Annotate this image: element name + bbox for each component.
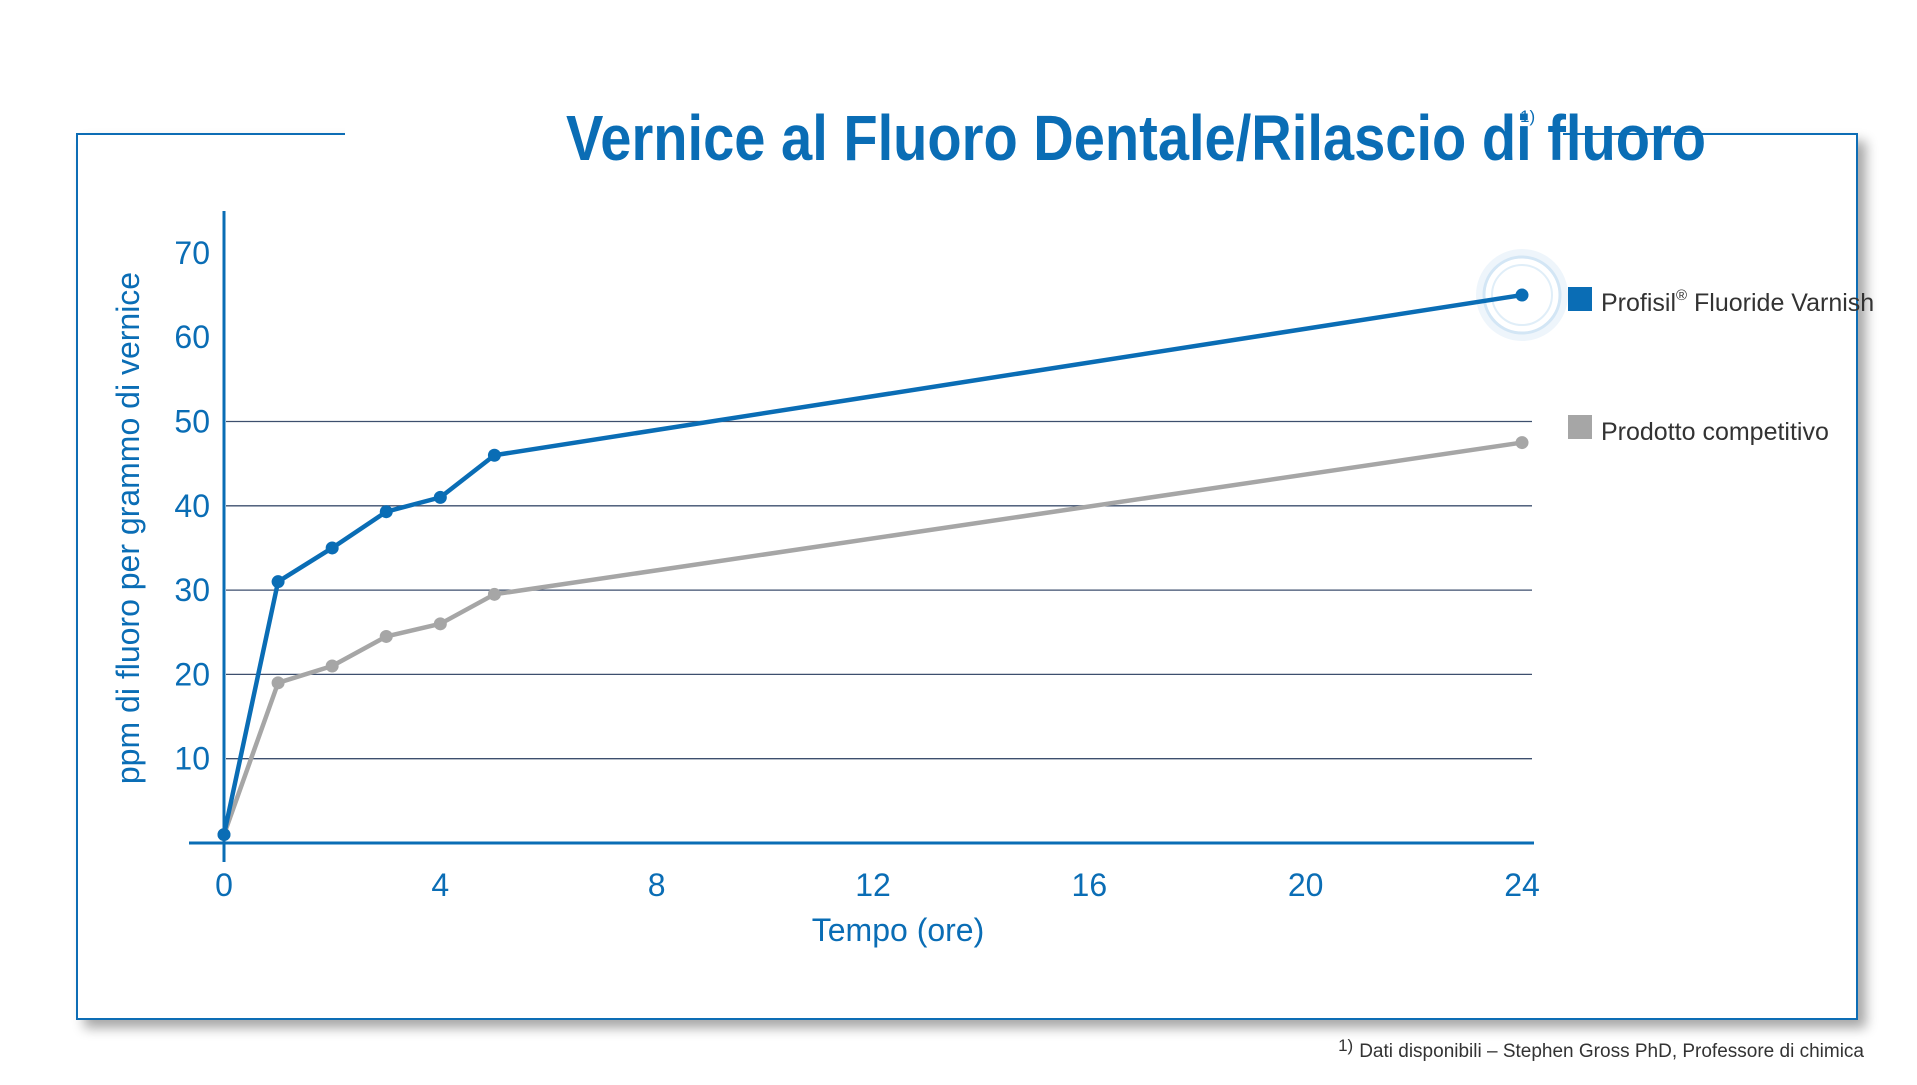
series-lines [217, 288, 1529, 842]
y-tick-label-60: 60 [174, 319, 210, 355]
data-point-profisil-2 [325, 541, 339, 555]
axes [189, 211, 1534, 862]
footnote: 1) Dati disponibili – Stephen Gross PhD, … [1338, 1036, 1864, 1062]
y-tick-label-10: 10 [174, 741, 210, 777]
title-footnote-marker: 1) [1520, 107, 1535, 126]
x-axis-label: Tempo (ore) [812, 912, 985, 948]
data-point-prodotto-competitivo-5 [487, 587, 501, 601]
chart-title: Vernice al Fluoro Dentale/Rilascio di fl… [566, 102, 1706, 174]
x-tick-label-0: 0 [215, 867, 233, 903]
footnote-marker: 1) [1338, 1036, 1353, 1055]
data-point-profisil-5 [487, 448, 501, 462]
data-point-profisil-0 [217, 828, 231, 842]
y-tick-label-50: 50 [174, 404, 210, 440]
gridlines [226, 420, 1532, 760]
x-tick-label-24: 24 [1504, 867, 1540, 903]
y-tick-label-30: 30 [174, 572, 210, 608]
data-point-prodotto-competitivo-4 [433, 617, 447, 631]
y-tick-label-40: 40 [174, 488, 210, 524]
x-tick-label-20: 20 [1288, 867, 1324, 903]
legend-label-competitor: Prodotto competitivo [1601, 418, 1829, 446]
data-point-prodotto-competitivo-1 [271, 676, 285, 690]
data-point-profisil-4 [433, 490, 447, 504]
data-point-profisil-6 [1515, 288, 1529, 302]
endpoint-highlight [1476, 249, 1568, 342]
legend-series-name: Profisil [1601, 289, 1676, 317]
legend: Profisil® Fluoride Varnish Prodotto comp… [1568, 287, 1874, 446]
y-axis-label: ppm di fluoro per grammo di vernice [110, 272, 146, 784]
x-tick-label-12: 12 [855, 867, 891, 903]
x-tick-label-4: 4 [431, 867, 449, 903]
data-point-profisil-3 [379, 505, 393, 519]
legend-swatch-profisil [1568, 287, 1592, 311]
legend-series-name-rest: Fluoride Varnish [1687, 289, 1874, 317]
data-point-profisil-1 [271, 575, 285, 589]
legend-swatch-competitor [1568, 415, 1592, 439]
data-point-prodotto-competitivo-3 [379, 629, 393, 643]
title-gap [345, 120, 1563, 150]
x-tick-label-16: 16 [1072, 867, 1108, 903]
legend-label-profisil: Profisil® Fluoride Varnish [1601, 287, 1874, 317]
data-point-prodotto-competitivo-2 [325, 659, 339, 673]
y-tick-label-20: 20 [174, 656, 210, 692]
y-tick-labels: 10 20 30 40 50 60 70 [174, 235, 210, 777]
y-tick-label-70: 70 [174, 235, 210, 271]
chart-frame [76, 133, 1858, 1020]
x-tick-label-8: 8 [648, 867, 666, 903]
footnote-text: Dati disponibili – Stephen Gross PhD, Pr… [1359, 1041, 1864, 1062]
data-point-prodotto-competitivo-6 [1515, 436, 1529, 450]
registered-mark: ® [1676, 287, 1687, 304]
x-tick-labels: 0 4 8 12 16 20 24 [215, 867, 1540, 903]
